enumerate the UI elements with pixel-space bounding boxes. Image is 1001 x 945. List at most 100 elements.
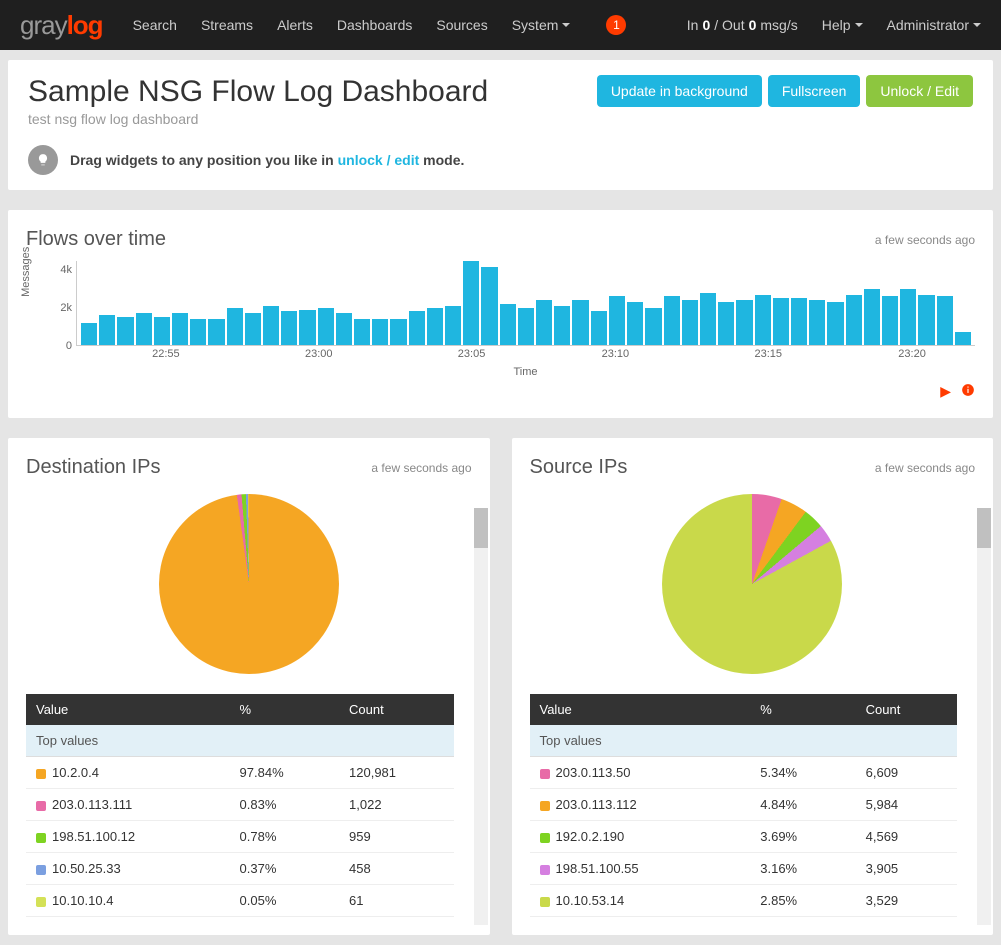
x-tick: 23:00: [305, 348, 333, 360]
bar: [955, 332, 971, 345]
col-count: Count: [856, 694, 957, 725]
x-tick: 22:55: [152, 348, 180, 360]
bar: [627, 302, 643, 345]
y-tick: 4k: [60, 264, 72, 276]
color-swatch: [540, 769, 550, 779]
source-ips-title: Source IPs: [530, 456, 628, 479]
bar: [208, 319, 224, 345]
logo-gray: gray: [20, 10, 67, 41]
scrollbar[interactable]: [474, 508, 488, 925]
bar: [809, 300, 825, 345]
color-swatch: [540, 833, 550, 843]
table-row[interactable]: 203.0.113.505.34%6,609: [530, 757, 958, 789]
bar: [409, 311, 425, 345]
col-pct: %: [750, 694, 855, 725]
table-row[interactable]: 10.2.0.497.84%120,981: [26, 757, 454, 789]
bar: [481, 267, 497, 345]
nav-streams[interactable]: Streams: [201, 17, 253, 33]
bar: [445, 306, 461, 345]
bar: [190, 319, 206, 345]
cell-value: 10.10.53.14: [530, 885, 751, 917]
bar: [172, 313, 188, 345]
table-row[interactable]: 10.50.25.330.37%458: [26, 853, 454, 885]
bar: [518, 308, 534, 345]
nav-search[interactable]: Search: [133, 17, 177, 33]
cell-pct: 0.05%: [230, 885, 339, 917]
logo[interactable]: graylog: [20, 10, 103, 41]
bar: [937, 296, 953, 345]
source-ips-timestamp: a few seconds ago: [875, 461, 975, 475]
col-count: Count: [339, 694, 453, 725]
col-pct: %: [230, 694, 339, 725]
lightbulb-icon: [28, 145, 58, 175]
cell-count: 4,569: [856, 821, 957, 853]
cell-count: 6,609: [856, 757, 957, 789]
bar: [463, 261, 479, 345]
nav-alerts[interactable]: Alerts: [277, 17, 313, 33]
scrollbar-thumb[interactable]: [977, 508, 991, 548]
nav-sources[interactable]: Sources: [436, 17, 487, 33]
y-ticks: 4k2k0: [46, 261, 74, 346]
table-row[interactable]: 192.0.2.1903.69%4,569: [530, 821, 958, 853]
cell-value: 10.50.25.33: [26, 853, 230, 885]
table-row[interactable]: 10.10.10.40.05%61: [26, 885, 454, 917]
cell-count: 3,905: [856, 853, 957, 885]
scrollbar[interactable]: [977, 508, 991, 925]
page: Sample NSG Flow Log Dashboard test nsg f…: [0, 50, 1001, 945]
flows-title: Flows over time: [26, 228, 166, 251]
table-row[interactable]: 203.0.113.1110.83%1,022: [26, 789, 454, 821]
nav-admin-label: Administrator: [887, 17, 969, 33]
cell-count: 458: [339, 853, 453, 885]
chevron-down-icon: [855, 23, 863, 27]
bar: [846, 295, 862, 345]
dest-pie-chart: [159, 494, 339, 674]
nav-dashboards[interactable]: Dashboards: [337, 17, 413, 33]
nav-system[interactable]: System: [512, 17, 571, 33]
bar: [773, 298, 789, 345]
table-row[interactable]: 198.51.100.120.78%959: [26, 821, 454, 853]
dest-ips-timestamp: a few seconds ago: [371, 461, 471, 475]
unlock-edit-link[interactable]: unlock / edit: [338, 152, 420, 168]
bar: [682, 300, 698, 345]
y-tick: 2k: [60, 302, 72, 314]
x-tick: 23:10: [602, 348, 630, 360]
bar: [117, 317, 133, 345]
table-row[interactable]: 10.10.53.142.85%3,529: [530, 885, 958, 917]
cell-pct: 5.34%: [750, 757, 855, 789]
chevron-down-icon: [562, 23, 570, 27]
unlock-edit-button[interactable]: Unlock / Edit: [866, 75, 973, 107]
table-row[interactable]: 203.0.113.1124.84%5,984: [530, 789, 958, 821]
cell-pct: 4.84%: [750, 789, 855, 821]
header-buttons: Update in background Fullscreen Unlock /…: [597, 75, 973, 107]
update-button[interactable]: Update in background: [597, 75, 762, 107]
info-icon[interactable]: [961, 383, 975, 400]
cell-pct: 0.37%: [230, 853, 339, 885]
bar: [554, 306, 570, 345]
table-row[interactable]: 198.51.100.553.16%3,905: [530, 853, 958, 885]
bar: [136, 313, 152, 345]
widget-footer: ▶: [26, 383, 975, 400]
fullscreen-button[interactable]: Fullscreen: [768, 75, 861, 107]
bar: [318, 308, 334, 345]
bar: [918, 295, 934, 345]
nav-admin[interactable]: Administrator: [887, 17, 981, 33]
chevron-down-icon: [973, 23, 981, 27]
scrollbar-thumb[interactable]: [474, 508, 488, 548]
bar: [81, 323, 97, 345]
flows-widget: Flows over time a few seconds ago Messag…: [8, 210, 993, 418]
source-ips-table: Value % Count Top values 203.0.113.505.3…: [530, 694, 958, 917]
cell-value: 203.0.113.112: [530, 789, 751, 821]
play-icon[interactable]: ▶: [940, 383, 951, 400]
bar: [372, 319, 388, 345]
bar: [500, 304, 516, 345]
cell-pct: 3.16%: [750, 853, 855, 885]
nav-help[interactable]: Help: [822, 17, 863, 33]
col-value: Value: [530, 694, 751, 725]
x-axis-label: Time: [76, 366, 975, 378]
notification-badge[interactable]: 1: [606, 15, 626, 35]
bar: [354, 319, 370, 345]
cell-pct: 0.78%: [230, 821, 339, 853]
flows-timestamp: a few seconds ago: [875, 233, 975, 247]
two-col: Destination IPs a few seconds ago Value …: [8, 438, 993, 935]
bar: [864, 289, 880, 345]
